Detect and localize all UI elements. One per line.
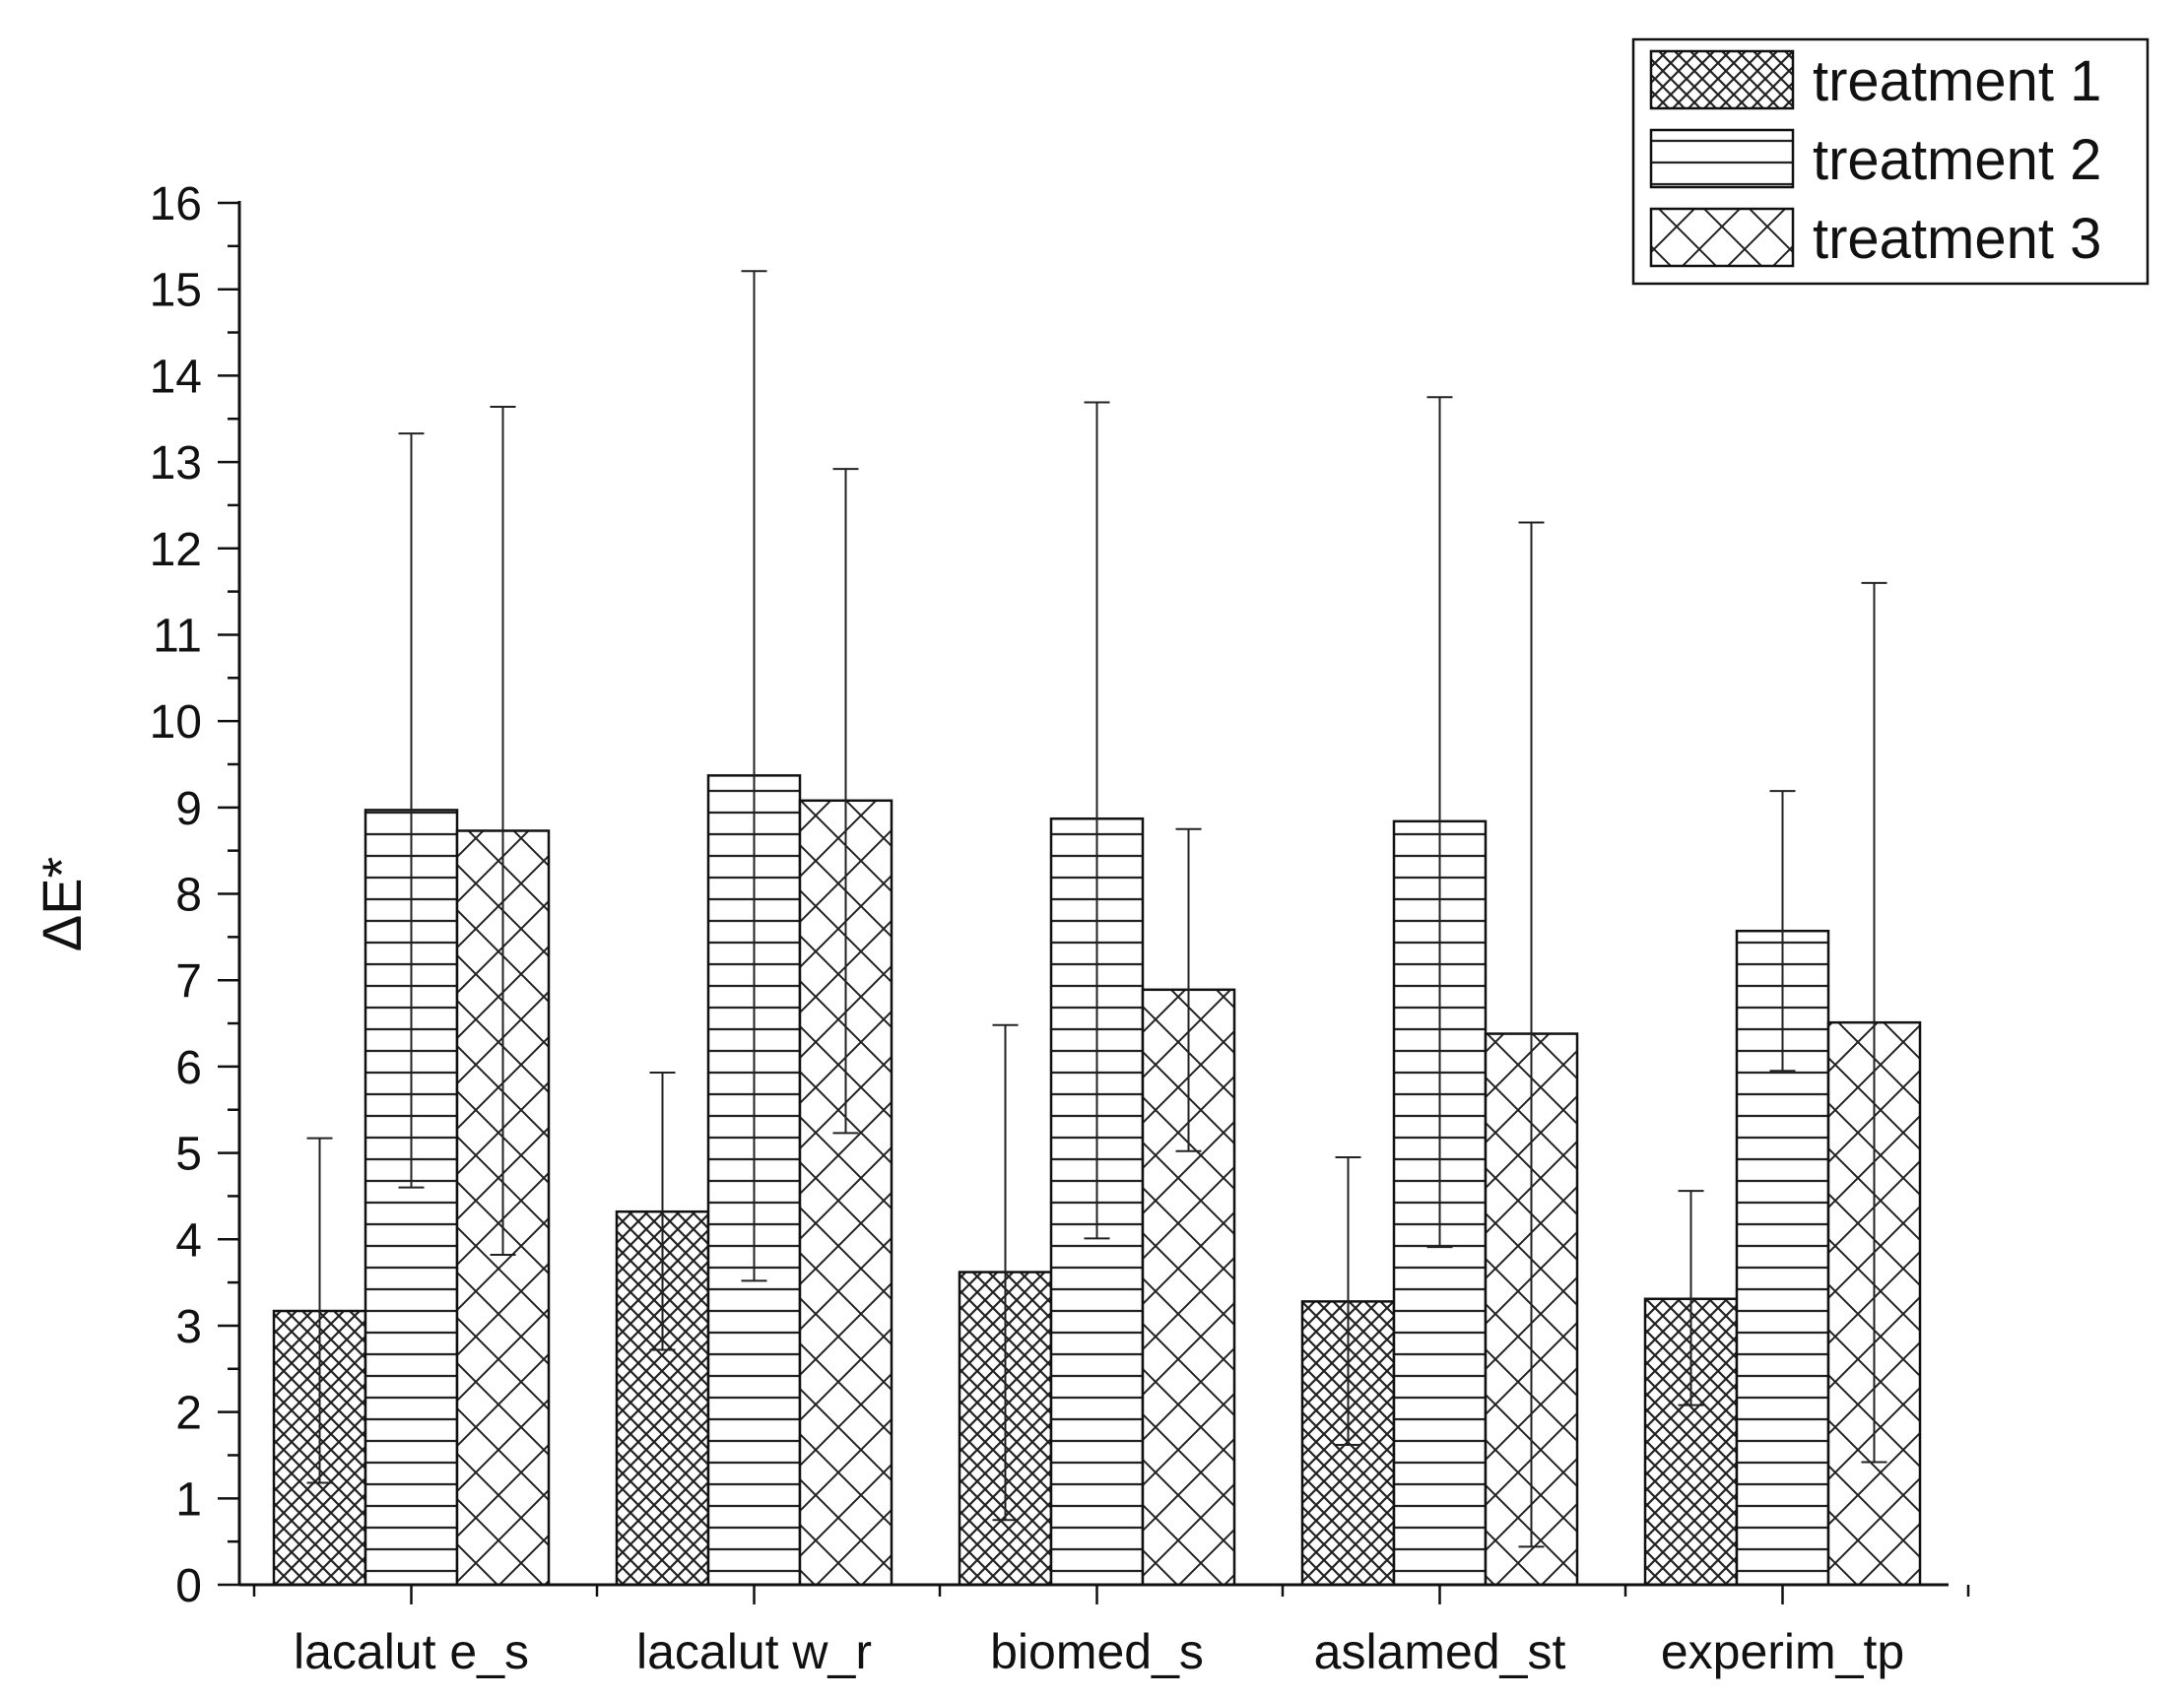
- error-bar-3-1: [490, 405, 516, 1257]
- y-tick-label: 10: [150, 696, 202, 749]
- axes: [218, 201, 1970, 1604]
- legend-swatch-2: [1649, 128, 1795, 189]
- x-tick-label: experim_tp: [1661, 1624, 1904, 1679]
- x-tick-label: lacalut e_s: [294, 1624, 529, 1679]
- y-tick-label: 4: [175, 1214, 202, 1267]
- error-bar-2-5: [1769, 790, 1796, 1073]
- y-tick-label: 15: [150, 265, 202, 317]
- y-tick-label: 7: [175, 955, 202, 1008]
- legend-swatch-1: [1649, 49, 1795, 110]
- y-tick-label: 13: [150, 437, 202, 490]
- legend-label-3: treatment 3: [1813, 207, 2101, 271]
- x-tick-label: aslamed_st: [1314, 1624, 1566, 1679]
- y-tick-label: 0: [175, 1560, 202, 1612]
- y-axis-title: ΔE*: [31, 857, 93, 952]
- error-bar-2-2: [741, 270, 767, 1282]
- error-bar-1-5: [1678, 1190, 1704, 1406]
- error-bar-1-1: [306, 1137, 333, 1484]
- error-bar-3-4: [1518, 521, 1545, 1548]
- error-bar-2-3: [1084, 401, 1110, 1240]
- error-bar-3-5: [1861, 581, 1887, 1464]
- legend: treatment 1 treatment 2 treatment 3: [1631, 37, 2150, 286]
- error-bar-3-3: [1175, 827, 1202, 1152]
- y-tick-label: 8: [175, 870, 202, 922]
- x-tick-label: biomed_s: [990, 1624, 1204, 1679]
- y-tick-label: 14: [150, 351, 202, 403]
- y-tick-label: 9: [175, 783, 202, 835]
- error-bar-1-3: [992, 1023, 1019, 1522]
- legend-swatch-3: [1649, 207, 1795, 268]
- error-bar-3-2: [832, 468, 859, 1135]
- y-tick-label: 5: [175, 1129, 202, 1181]
- y-tick-label: 3: [175, 1301, 202, 1353]
- y-tick-label: 16: [150, 178, 202, 230]
- legend-label-2: treatment 2: [1813, 128, 2101, 192]
- y-tick-label: 6: [175, 1042, 202, 1094]
- x-tick-label: lacalut w_r: [636, 1624, 872, 1679]
- y-tick-label: 2: [175, 1388, 202, 1440]
- y-tick-label: 1: [175, 1473, 202, 1526]
- legend-label-1: treatment 1: [1813, 49, 2101, 113]
- y-tick-label: 12: [150, 524, 202, 576]
- error-bar-1-4: [1335, 1155, 1361, 1446]
- error-bar-2-1: [398, 432, 425, 1189]
- error-bars-layer: [306, 270, 1887, 1548]
- error-bar-1-2: [649, 1072, 676, 1351]
- error-bar-2-4: [1426, 396, 1453, 1249]
- y-tick-label: 11: [153, 610, 202, 662]
